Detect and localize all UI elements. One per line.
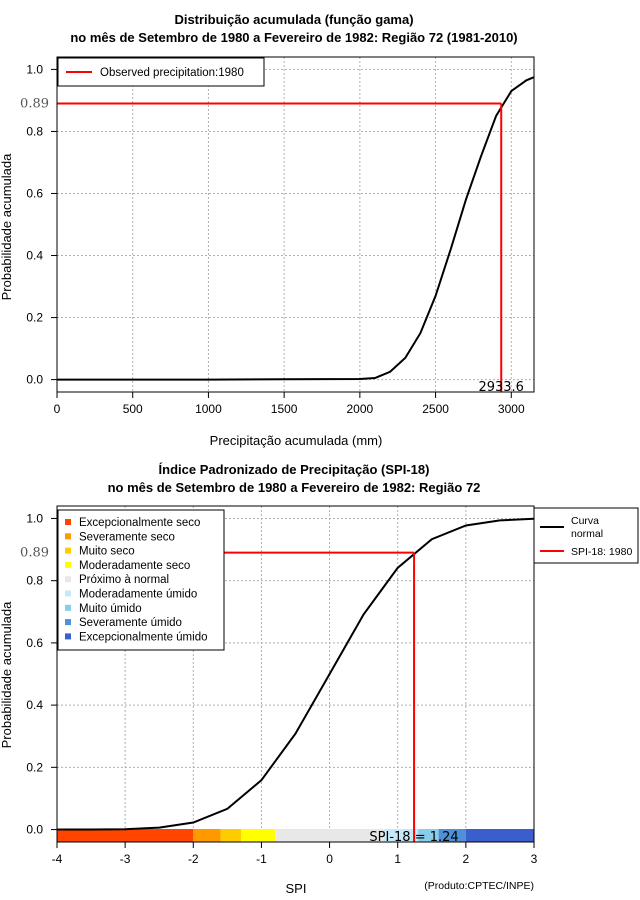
- chart2-curve-legend-box: [533, 507, 639, 564]
- chart-2: Índice Padronizado de Precipitação (SPI-…: [0, 462, 639, 896]
- chart2-category-legend-label: Muito seco: [79, 546, 135, 558]
- chart1-ytick-label: 0.8: [26, 124, 43, 138]
- chart2-xtick-label: -3: [120, 852, 131, 866]
- chart2-ytick-label: 1.0: [26, 511, 43, 525]
- chart1-observed-lines: 0.89 2933.6: [20, 97, 524, 395]
- chart2-xtick-label: 3: [531, 852, 538, 866]
- chart1-ytick-label: 0.0: [26, 373, 43, 387]
- chart2-y-axis: 0.0 0.2 0.4 0.6 0.8 1.0: [26, 511, 57, 837]
- chart2-plot-frame: [56, 505, 535, 843]
- chart2-category-band: [465, 829, 534, 842]
- chart2-category-legend-swatch: [65, 533, 71, 540]
- chart1-ytick-label: 0.6: [26, 186, 43, 200]
- chart1-observed-x-value: 2933.6: [478, 380, 524, 395]
- chart2-category-legend-swatch: [65, 519, 71, 525]
- chart1-x-axis-label: Precipitação acumulada (mm): [210, 433, 383, 448]
- chart2-category-band: [384, 829, 419, 842]
- chart2-y-axis-label: Probabilidade acumulada: [0, 601, 14, 748]
- chart2-normal-cdf-line: [57, 517, 535, 831]
- chart2-ytick-label: 0.6: [26, 636, 43, 650]
- chart2-xtick-label: 0: [326, 852, 333, 866]
- chart1-title-line1: Distribuição acumulada (função gama): [174, 12, 413, 27]
- chart2-category-legend-label: Severamente seco: [79, 531, 175, 543]
- chart2-category-legend-box: [57, 509, 225, 651]
- chart1-xtick-label: 0: [54, 402, 61, 416]
- chart2-category-band: [418, 829, 439, 842]
- chart1-xtick-label: 2000: [347, 402, 374, 416]
- chart2-ytick-label: 0.8: [26, 574, 43, 588]
- chart2-xtick-label: -4: [52, 852, 63, 866]
- chart2-category-legend-swatch: [65, 576, 71, 583]
- chart2-category-legend-label: Próximo à normal: [79, 574, 169, 586]
- chart2-category-legend-label: Moderadamente úmido: [79, 589, 197, 601]
- chart1-x-axis: 0 500 1000 1500 2000 2500 3000: [54, 392, 525, 416]
- chart2-category-legend-label: Excepcionalmente seco: [79, 517, 200, 529]
- chart2-category-band: [57, 829, 194, 842]
- chart1-y-axis-label: Probabilidade acumulada: [0, 153, 14, 300]
- chart2-curve-legend-label1b: normal: [571, 528, 603, 540]
- chart2-footnote: (Produto:CPTEC/INPE): [424, 880, 534, 892]
- chart2-curve-legend: Curva normal SPI-18: 1980: [533, 507, 639, 564]
- chart1-title-line2: no mês de Setembro de 1980 a Fevereiro d…: [70, 30, 517, 45]
- chart2-xtick-label: -1: [256, 852, 267, 866]
- chart2-category-legend-swatch: [65, 619, 71, 626]
- chart2-category-legend: Excepcionalmente seco Severamente seco Mui…: [57, 509, 225, 651]
- chart2-title-line2: no mês de Setembro de 1980 a Fevereiro d…: [108, 480, 481, 495]
- chart2-ytick-label: 0.4: [26, 698, 43, 712]
- chart2-category-legend-label: Moderadamente seco: [79, 560, 190, 572]
- chart1-xtick-label: 2500: [422, 402, 449, 416]
- chart1-xtick-label: 3000: [498, 402, 525, 416]
- chart2-observed-y-value: 0.89: [20, 546, 49, 561]
- chart2-title-line1: Índice Padronizado de Precipitação (SPI-…: [159, 462, 430, 477]
- chart1-ytick-label: 0.2: [26, 311, 43, 325]
- chart2-category-legend-swatch: [65, 547, 71, 554]
- chart2-category-legend-label: Excepcionalmente úmido: [79, 631, 208, 643]
- chart2-category-bar: [57, 829, 534, 842]
- chart2-x-axis-label: SPI: [286, 881, 307, 896]
- chart2-category-band: [193, 829, 221, 842]
- chart1-legend-label: Observed precipitation:1980: [100, 67, 244, 79]
- chart1-plot-frame: [56, 56, 535, 393]
- chart2-category-band: [438, 829, 466, 842]
- chart2-category-band: [240, 829, 276, 842]
- chart2-category-legend-swatch: [65, 633, 71, 640]
- chart2-x-axis: -4 -3 -2 -1 0 1 2 3: [52, 842, 538, 866]
- chart1-ytick-label: 1.0: [26, 62, 43, 76]
- chart1-xtick-label: 500: [123, 402, 143, 416]
- chart2-ytick-label: 0.2: [26, 760, 43, 774]
- chart-1: Distribuição acumulada (função gama) no …: [0, 12, 535, 448]
- chart1-legend: Observed precipitation:1980: [57, 57, 265, 87]
- chart1-ytick-label: 0.4: [26, 249, 43, 263]
- chart1-gridlines: [57, 57, 534, 392]
- chart2-observed-x-value: SPI-18 = 1.24: [369, 830, 458, 845]
- chart2-ytick-label: 0.0: [26, 823, 43, 837]
- chart1-legend-box: [57, 57, 265, 87]
- chart2-category-legend-label: Severamente úmido: [79, 617, 182, 629]
- chart2-xtick-label: -2: [188, 852, 199, 866]
- chart2-xtick-label: 1: [394, 852, 401, 866]
- chart2-category-legend-swatch: [65, 590, 71, 597]
- chart2-curve-legend-label2: SPI-18: 1980: [571, 546, 632, 558]
- chart1-xtick-label: 1500: [271, 402, 298, 416]
- chart1-observed-y-value: 0.89: [20, 97, 49, 112]
- chart2-curve-legend-label1a: Curva: [571, 515, 599, 527]
- chart2-category-legend-swatch: [65, 604, 71, 611]
- chart2-category-band: [220, 829, 241, 842]
- chart2-category-band: [275, 829, 385, 842]
- chart1-xtick-label: 1000: [195, 402, 222, 416]
- chart2-category-legend-label: Muito úmido: [79, 603, 142, 615]
- chart2-category-legend-swatch: [65, 561, 71, 568]
- chart1-y-axis: 0.0 0.2 0.4 0.6 0.8 1.0: [26, 62, 57, 387]
- chart2-xtick-label: 2: [463, 852, 470, 866]
